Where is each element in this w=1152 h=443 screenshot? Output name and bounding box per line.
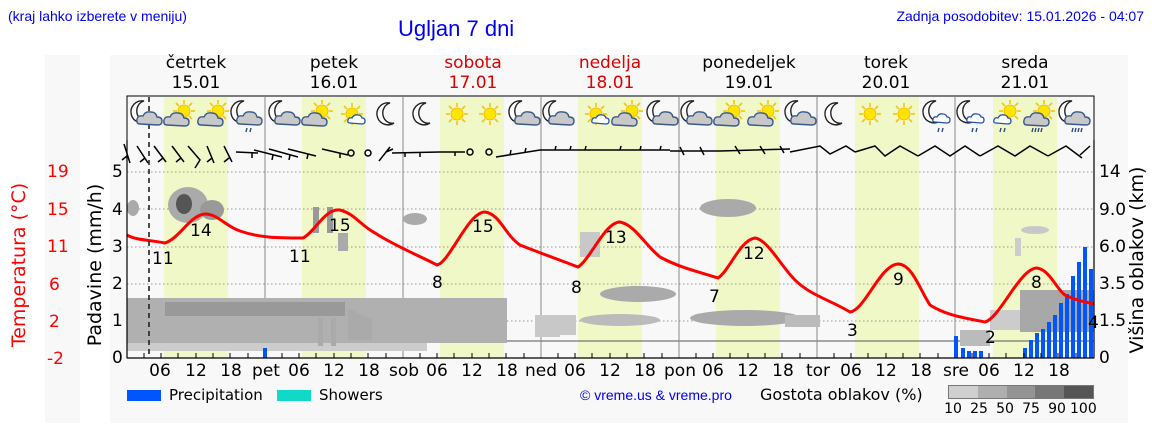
- x-tick-label: pon: [664, 361, 696, 381]
- svg-text:12: 12: [743, 244, 765, 264]
- svg-text:14: 14: [190, 221, 212, 241]
- svg-text:7: 7: [709, 287, 720, 307]
- precipitation-swatch: [127, 389, 161, 401]
- svg-text:8: 8: [432, 273, 443, 293]
- day-date: 16.01: [309, 73, 359, 93]
- x-tick-label: tor: [805, 361, 831, 381]
- day-date: 20.01: [861, 73, 911, 93]
- cloud-height-tick: 6.0: [1099, 237, 1127, 257]
- location-hint[interactable]: (kraj lahko izberete v meniju): [8, 8, 187, 24]
- x-tick-label: 06: [149, 361, 171, 381]
- temperature-axis-panel: [45, 55, 80, 423]
- svg-text:15: 15: [329, 216, 351, 236]
- x-tick-label: 12: [599, 361, 621, 381]
- precip-tick: 1: [112, 311, 123, 331]
- legend-precipitation: Precipitation: [127, 386, 263, 404]
- svg-text:11: 11: [152, 249, 174, 269]
- x-tick-label: 18: [772, 361, 794, 381]
- day-name: sobota: [444, 53, 502, 73]
- cloud-height-tick: 9.0: [1099, 200, 1127, 220]
- temp-tick: 2: [49, 312, 60, 332]
- day-name: nedelja: [578, 53, 642, 73]
- x-tick-label: ned: [524, 361, 558, 381]
- svg-text:13: 13: [605, 228, 627, 248]
- day-name: četrtek: [165, 53, 227, 73]
- legend-showers: Showers: [277, 386, 383, 404]
- showers-swatch: [277, 389, 311, 401]
- temp-tick: 6: [49, 275, 60, 295]
- cloud-density: [127, 187, 1094, 351]
- sun-icon: [478, 102, 502, 126]
- svg-text:11: 11: [289, 247, 311, 267]
- day-name: ponedeljek: [702, 53, 796, 73]
- cloud-density-label: Gostota oblakov (%): [760, 385, 923, 404]
- svg-text:15: 15: [472, 217, 494, 237]
- page-title: Ugljan 7 dni: [398, 16, 515, 41]
- x-tick-label: 12: [1013, 361, 1035, 381]
- day-date: 18.01: [585, 73, 635, 93]
- x-tick-label: 18: [910, 361, 932, 381]
- temperature-labels: 11 14 11 15 8 15 8 13 7 12 3 9 2 8 4: [152, 216, 1099, 348]
- day-date: 21.01: [1000, 73, 1050, 93]
- credit-link[interactable]: © vreme.us & vreme.pro: [580, 387, 732, 403]
- showers-label: Showers: [319, 386, 383, 404]
- temp-tick: -2: [47, 349, 64, 369]
- x-tick-label: 18: [220, 361, 242, 381]
- cloud-height-tick: 1.5: [1099, 311, 1127, 331]
- precip-tick: 5: [112, 162, 123, 182]
- x-tick-label: 12: [737, 361, 759, 381]
- day-date: 19.01: [724, 73, 774, 93]
- precip-tick: 2: [112, 274, 123, 294]
- temp-tick: 11: [47, 237, 69, 257]
- x-tick-label: 12: [875, 361, 897, 381]
- day-name: torek: [864, 53, 908, 73]
- day-name: sreda: [1001, 53, 1049, 73]
- temp-tick: 19: [47, 162, 69, 182]
- x-tick-label: 06: [978, 361, 1000, 381]
- precip-tick: 3: [112, 237, 123, 257]
- x-tick-label: 06: [426, 361, 448, 381]
- x-tick-label: 06: [840, 361, 862, 381]
- x-tick-label: 18: [634, 361, 656, 381]
- svg-text:8: 8: [1031, 273, 1042, 293]
- x-tick-label: 06: [702, 361, 724, 381]
- x-tick-label: 18: [1048, 361, 1070, 381]
- day-date: 15.01: [171, 73, 221, 93]
- x-tick-label: 18: [496, 361, 518, 381]
- temperature-line: [126, 208, 1095, 324]
- svg-text:8: 8: [571, 278, 582, 298]
- temp-tick: 15: [47, 200, 69, 220]
- last-update: Zadnja posodobitev: 15.01.2026 - 04:07: [896, 8, 1144, 24]
- precip-tick: 0: [112, 348, 123, 368]
- sun-icon: [858, 102, 882, 126]
- x-tick-label: 12: [185, 361, 207, 381]
- x-tick-label: 18: [358, 361, 380, 381]
- cloud-density-scale: [948, 385, 1094, 399]
- svg-text:9: 9: [893, 270, 904, 290]
- x-tick-label: 12: [323, 361, 345, 381]
- cloud-height-tick: 3.5: [1099, 274, 1127, 294]
- sun-icon: [892, 102, 916, 126]
- cloud-height-tick: 14: [1099, 162, 1121, 182]
- precip-tick: 4: [112, 200, 123, 220]
- x-tick-label: 06: [564, 361, 586, 381]
- day-name: petek: [309, 53, 359, 73]
- x-tick-label: pet: [252, 361, 280, 381]
- x-tick-label: 12: [461, 361, 483, 381]
- svg-text:2: 2: [985, 328, 996, 348]
- cloud-density-ticks: 10 25 50 75 90 100: [944, 401, 1097, 417]
- x-tick-label: sre: [943, 361, 969, 381]
- sun-icon: [445, 102, 469, 126]
- wind-barbs: [121, 143, 1091, 169]
- cloud-height-tick: 0: [1099, 348, 1110, 368]
- x-tick-label: sob: [388, 361, 420, 381]
- precipitation-label: Precipitation: [169, 386, 263, 404]
- x-tick-label: 06: [288, 361, 310, 381]
- svg-text:3: 3: [847, 321, 858, 341]
- day-date: 17.01: [448, 73, 498, 93]
